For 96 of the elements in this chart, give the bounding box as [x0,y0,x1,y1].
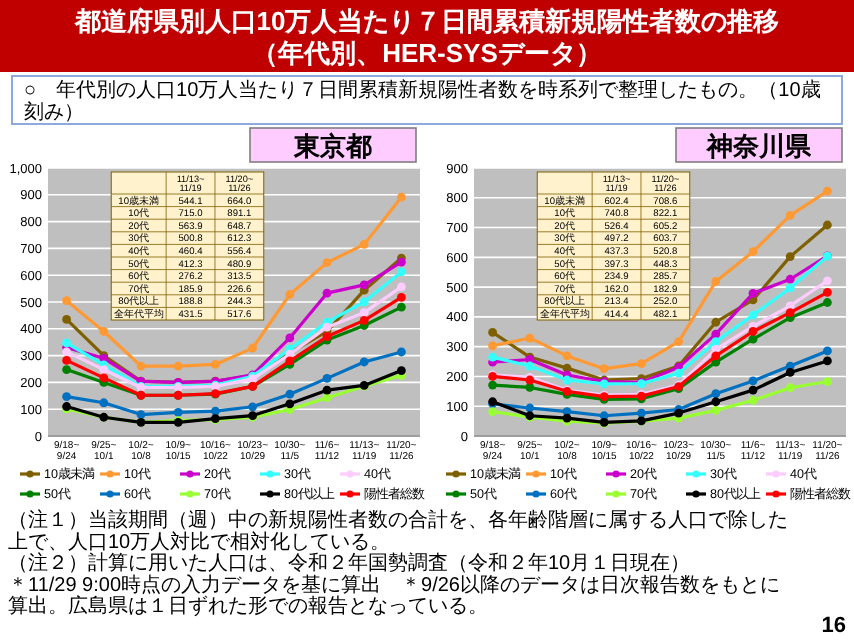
point [711,389,721,399]
point [748,327,758,336]
point [711,397,721,407]
point [62,392,71,401]
point [136,361,146,371]
text: （注２）計算に用いた人口は、令和２年国勢調査（令和２年10月１日現在） [8,551,691,576]
point [748,247,758,257]
text: ○ 年代別の人口10万人当たり７日間累積新規陽性者数を時系列で整理したもの。（10歳刻み） [24,78,821,124]
point [359,357,369,367]
point [823,220,832,230]
text: 都道府県別人口10万人当たり７日間累積新規陽性者数の推移（年代別、HER-SYSデータ） [72,6,780,68]
point [711,351,721,361]
point [397,267,406,277]
point [322,385,332,395]
point [136,410,146,419]
point [285,389,295,399]
point [488,352,497,362]
point [359,297,369,307]
point [823,346,832,356]
point [599,364,609,374]
point [711,317,721,327]
text: （注１）当該期間（週）中の新規陽性者数の合計を、各年齢階層に属する人口で除した上で、人口10万人対比で相対化している。 [8,508,788,554]
chart-title: 神奈川県 [705,131,813,161]
point [637,359,646,369]
point [823,186,832,196]
point [711,329,721,339]
point [99,373,109,383]
point [823,288,832,297]
text: ＊11/29 9:00時点の入力データを基に算出 ＊9/26以降のデータは日次報告数をもとに算出。広島県は１日ずれた形での報告となっている。 [8,572,780,619]
text: 16 [821,614,846,638]
point [99,398,109,408]
point [397,347,406,357]
point [285,290,295,299]
point [748,310,758,320]
point [359,280,369,290]
point [322,322,332,332]
point [397,366,406,375]
point [525,403,535,413]
point [785,383,795,393]
point [525,333,535,343]
point [823,276,832,286]
point [62,356,71,365]
point [322,393,332,403]
point [711,277,721,286]
point [748,288,758,298]
point [562,351,572,361]
point [359,239,369,249]
point [173,361,183,371]
point [285,333,295,343]
point [248,343,257,353]
point [62,296,71,306]
point [211,360,220,369]
point [62,365,71,374]
point [748,376,758,386]
point [785,368,795,377]
point [562,375,572,385]
point [785,308,795,317]
chart-title: 東京都 [292,131,372,161]
point [748,385,758,395]
point [397,302,406,312]
point [322,288,332,298]
point [211,406,220,416]
point [785,283,795,293]
point [397,282,406,292]
point [785,252,795,262]
point [62,338,71,348]
point [674,368,683,378]
point [322,258,332,267]
point [285,399,295,409]
point [359,315,369,325]
point [248,402,257,412]
point [711,405,721,415]
point [62,347,71,357]
point [785,211,795,220]
point [99,365,109,374]
point [173,408,183,417]
point [397,192,406,202]
point [397,292,406,302]
point [637,408,646,418]
point [823,377,832,386]
point [711,337,721,346]
point [823,356,832,366]
point [322,373,332,383]
point [748,395,758,405]
point [488,407,497,416]
point [823,298,832,307]
point [525,361,535,371]
point [488,327,497,337]
point [785,274,795,284]
point [488,380,497,390]
point [359,308,369,318]
point [525,383,535,392]
point [488,341,497,351]
point [62,315,71,324]
point [674,337,683,346]
point [99,327,109,336]
